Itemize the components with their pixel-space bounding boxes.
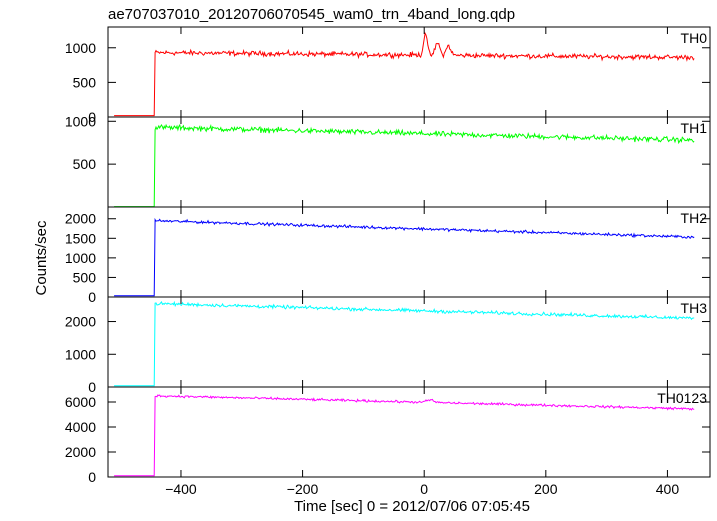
y-tick-label: 1000 xyxy=(65,346,96,362)
y-tick-label: 0 xyxy=(88,379,96,395)
y-tick-label: 2000 xyxy=(65,444,96,460)
y-tick-label: 0 xyxy=(88,469,96,485)
y-tick-label: 0 xyxy=(88,109,96,125)
panel-frame xyxy=(107,206,711,298)
y-axis-label: Counts/sec xyxy=(33,220,50,296)
y-tick-label: 2000 xyxy=(65,211,96,227)
x-tick-label: 0 xyxy=(420,481,428,497)
panel-frame xyxy=(107,26,711,118)
series-label-th1: TH1 xyxy=(681,120,708,136)
series-line-th1 xyxy=(114,123,695,208)
series-line-th0 xyxy=(114,31,695,117)
panel-frame xyxy=(107,386,711,478)
series-label-th3: TH3 xyxy=(681,300,708,316)
series-line-th3 xyxy=(114,300,695,387)
panel-th2: 0 500 1000 1500 2000 TH2 xyxy=(65,206,711,305)
x-tick-label: 200 xyxy=(534,481,558,497)
panel-th3: 0 1000 2000 TH3 xyxy=(65,296,711,395)
x-tick-label: −200 xyxy=(287,481,319,497)
y-tick-label: 4000 xyxy=(65,419,96,435)
series-label-th0123: TH0123 xyxy=(657,390,707,406)
series-line-th0123 xyxy=(114,394,695,477)
x-tick-label: −400 xyxy=(165,481,197,497)
panel-th1: 500 1000 TH1 xyxy=(65,113,711,208)
y-tick-label: 1500 xyxy=(65,230,96,246)
y-tick-label: 500 xyxy=(73,74,97,90)
panel-frame xyxy=(107,116,711,208)
panel-th0: 0 500 1000 TH0 xyxy=(65,26,711,125)
y-tick-label: 0 xyxy=(88,289,96,305)
y-tick-label: 500 xyxy=(73,156,97,172)
y-tick-label: 1000 xyxy=(65,40,96,56)
x-tick-label: 400 xyxy=(656,481,680,497)
chart-title: ae707037010_20120706070545_wam0_trn_4ban… xyxy=(108,6,515,23)
y-tick-label: 500 xyxy=(73,269,97,285)
panel-th0123: 0 2000 4000 6000 TH0123 xyxy=(65,386,711,485)
y-tick-label: 1000 xyxy=(65,113,96,129)
series-label-th0: TH0 xyxy=(681,30,708,46)
y-tick-label: 2000 xyxy=(65,314,96,330)
series-line-th2 xyxy=(114,217,695,297)
series-label-th2: TH2 xyxy=(681,210,708,226)
y-tick-label: 1000 xyxy=(65,250,96,266)
y-tick-label: 6000 xyxy=(65,394,96,410)
x-axis-label: Time [sec] 0 = 2012/07/06 07:05:45 xyxy=(294,498,530,515)
